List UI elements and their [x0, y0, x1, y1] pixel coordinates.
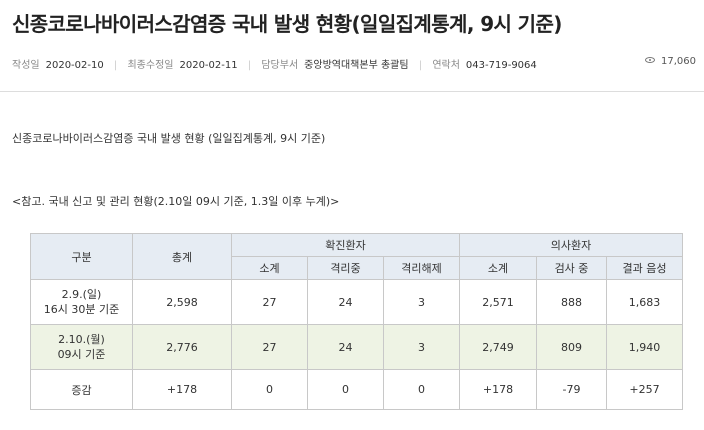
cell-isolated: 0 — [307, 369, 384, 410]
header-testing: 검사 중 — [536, 256, 607, 280]
table-row: 2.10.(월) 09시 기준 2,776 27 24 3 2,749 809 1… — [30, 324, 683, 370]
header-released: 격리해제 — [383, 256, 460, 280]
created-label: 작성일 — [12, 60, 40, 71]
view-count-value: 17,060 — [661, 56, 696, 67]
cell-total: 2,776 — [132, 324, 232, 370]
cell-released: 3 — [383, 324, 460, 370]
header-isolated: 격리중 — [307, 256, 384, 280]
table-row: 2.9.(일) 16시 30분 기준 2,598 27 24 3 2,571 88… — [30, 279, 683, 325]
cell-negative: 1,683 — [606, 279, 683, 325]
cell-suspected-subtotal: +178 — [459, 369, 537, 410]
row-label-line: 16시 30분 기준 — [43, 303, 120, 316]
header-confirmed: 확진환자 — [231, 233, 460, 257]
header-confirmed-subtotal: 소계 — [231, 256, 308, 280]
row-label: 2.10.(월) 09시 기준 — [30, 324, 133, 370]
meta-separator: | — [247, 60, 252, 71]
cell-confirmed-subtotal: 27 — [231, 324, 308, 370]
cell-testing: 888 — [536, 279, 607, 325]
page-title: 신종코로나바이러스감염증 국내 발생 현황(일일집계통계, 9시 기준) — [12, 12, 562, 36]
row-label: 증감 — [30, 369, 133, 410]
reference-note: <참고. 국내 신고 및 관리 현황(2.10일 09시 기준, 1.3일 이후… — [12, 195, 340, 208]
table-row: 증감 +178 0 0 0 +178 -79 +257 — [30, 369, 683, 410]
eye-icon — [645, 57, 655, 63]
row-label-line: 09시 기준 — [57, 348, 106, 361]
row-label: 2.9.(일) 16시 30분 기준 — [30, 279, 133, 325]
department-label: 담당부서 — [261, 60, 299, 71]
meta-bar: 작성일 2020-02-10 | 최종수정일 2020-02-11 | 담당부서 중앙… — [12, 56, 696, 72]
department-value: 중앙방역대책본부 총괄팀 — [304, 60, 409, 71]
cell-suspected-subtotal: 2,749 — [459, 324, 537, 370]
modified-date: 2020-02-11 — [179, 60, 238, 71]
modified-label: 최종수정일 — [127, 60, 174, 71]
meta-separator: | — [418, 60, 423, 71]
header-suspected: 의사환자 — [459, 233, 683, 257]
cell-confirmed-subtotal: 27 — [231, 279, 308, 325]
cell-confirmed-subtotal: 0 — [231, 369, 308, 410]
cell-suspected-subtotal: 2,571 — [459, 279, 537, 325]
row-label-line: 2.9.(일) — [61, 288, 102, 301]
row-label-line: 2.10.(월) — [58, 333, 105, 346]
contact-value: 043-719-9064 — [465, 60, 537, 71]
cell-released: 3 — [383, 279, 460, 325]
cell-testing: 809 — [536, 324, 607, 370]
created-date: 2020-02-10 — [45, 60, 104, 71]
cell-total: 2,598 — [132, 279, 232, 325]
header-negative: 결과 음성 — [606, 256, 683, 280]
cell-negative: 1,940 — [606, 324, 683, 370]
cell-testing: -79 — [536, 369, 607, 410]
status-table: 구분 총계 확진환자 의사환자 소계 격리중 격리해제 소계 검사 중 결과 음… — [30, 233, 683, 410]
meta-separator: | — [113, 60, 118, 71]
cell-isolated: 24 — [307, 324, 384, 370]
header-total: 총계 — [132, 233, 232, 280]
header-suspected-subtotal: 소계 — [459, 256, 537, 280]
cell-released: 0 — [383, 369, 460, 410]
cell-negative: +257 — [606, 369, 683, 410]
content-subtitle: 신종코로나바이러스감염증 국내 발생 현황 (일일집계통계, 9시 기준) — [12, 132, 326, 145]
contact-label: 연락처 — [432, 60, 460, 71]
view-count: 17,060 — [645, 56, 696, 67]
cell-isolated: 24 — [307, 279, 384, 325]
cell-total: +178 — [132, 369, 232, 410]
header-divider — [0, 91, 704, 92]
header-category: 구분 — [30, 233, 133, 280]
